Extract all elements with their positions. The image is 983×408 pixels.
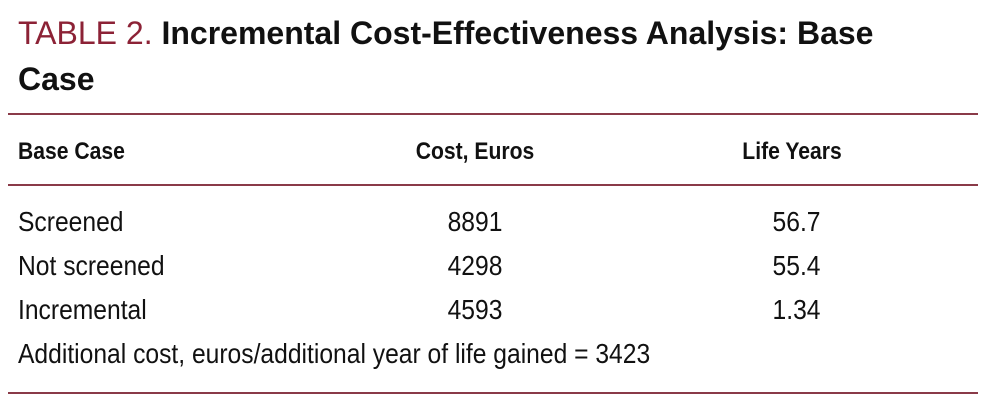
table-cell: 56.7 xyxy=(772,206,820,237)
footnote: Additional cost, euros/additional year o… xyxy=(18,338,651,369)
table-cell: Screened xyxy=(18,206,124,237)
table-cell: 4593 xyxy=(447,294,503,325)
rule xyxy=(8,184,978,186)
rule xyxy=(8,392,978,394)
table-cell: 8891 xyxy=(447,206,503,237)
table-cell: 55.4 xyxy=(772,250,820,281)
header-cell: Life Years xyxy=(742,138,842,165)
table-label: TABLE 2. xyxy=(18,15,153,51)
table-cell: 1.34 xyxy=(772,294,820,325)
header-cell: Base Case xyxy=(18,138,125,165)
table-title: Incremental Cost-Effectiveness Analysis:… xyxy=(18,15,874,97)
header-cell: Cost, Euros xyxy=(415,138,535,165)
title: TABLE 2. Incremental Cost-Effectiveness … xyxy=(18,10,948,102)
table-cell: Not screened xyxy=(18,250,165,281)
table-cell: Incremental xyxy=(18,294,147,325)
table-cell: 4298 xyxy=(447,250,503,281)
rule xyxy=(8,113,978,115)
